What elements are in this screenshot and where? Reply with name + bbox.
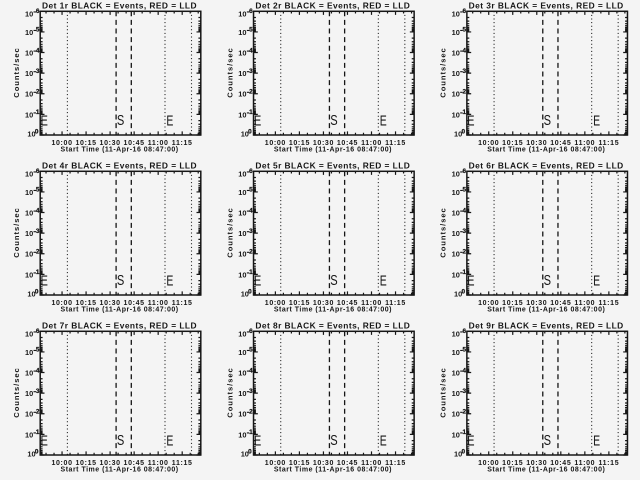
svg-text:Det 4r BLACK = Events, RED = L: Det 4r BLACK = Events, RED = LLD: [42, 160, 197, 170]
svg-text:Det 5r BLACK = Events, RED = L: Det 5r BLACK = Events, RED = LLD: [255, 160, 410, 170]
svg-text:Det 6r BLACK = Events, RED = L: Det 6r BLACK = Events, RED = LLD: [469, 160, 624, 170]
svg-text:Det 1r BLACK = Events, RED = L: Det 1r BLACK = Events, RED = LLD: [42, 0, 197, 10]
svg-text:Det 3r BLACK = Events, RED = L: Det 3r BLACK = Events, RED = LLD: [469, 0, 624, 10]
svg-text:Det 7r BLACK = Events, RED = L: Det 7r BLACK = Events, RED = LLD: [42, 320, 197, 330]
svg-text:Det 8r BLACK = Events, RED = L: Det 8r BLACK = Events, RED = LLD: [255, 320, 410, 330]
svg-text:Det 9r BLACK = Events, RED = L: Det 9r BLACK = Events, RED = LLD: [469, 320, 624, 330]
svg-text:Det 2r BLACK = Events, RED = L: Det 2r BLACK = Events, RED = LLD: [255, 0, 410, 10]
